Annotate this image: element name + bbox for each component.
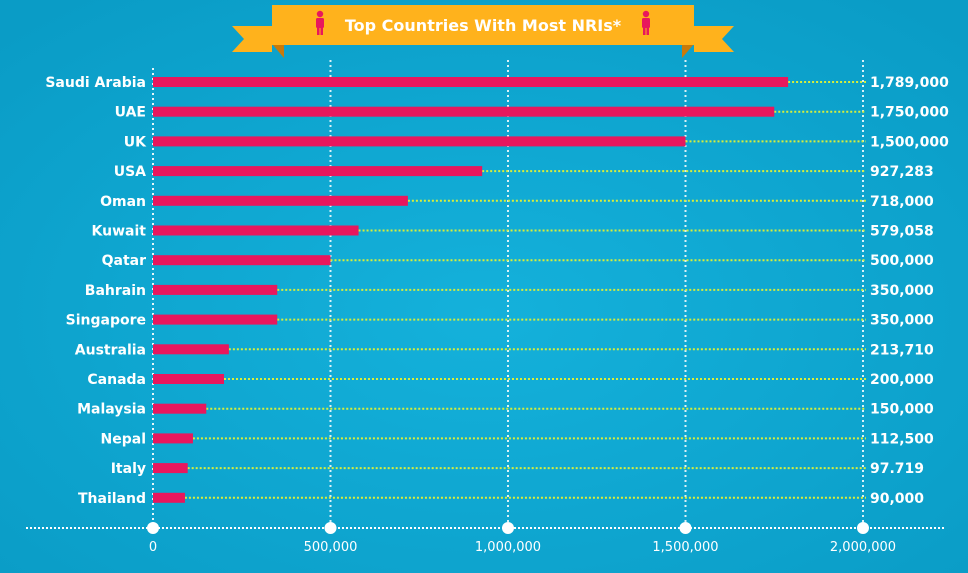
value-label: 1,789,000 [870,75,949,91]
x-tick-label: 1,500,000 [652,540,718,555]
bar [153,284,278,295]
category-label: Oman [100,194,146,210]
x-tick-label: 500,000 [304,540,358,555]
category-label: Canada [87,372,146,388]
title-banner: Top Countries With Most NRIs* [232,5,734,58]
category-label: Nepal [101,431,146,447]
value-label: 213,710 [870,342,934,358]
person-icon [316,10,324,35]
value-label: 350,000 [870,313,934,329]
bar [153,403,207,414]
banner-body [272,5,694,45]
category-label: USA [114,164,146,180]
x-tick-marker [857,522,869,534]
value-label: 350,000 [870,283,934,299]
bar [153,255,331,266]
bar [153,433,193,444]
x-tick-label: 0 [149,540,157,555]
bar [153,136,686,147]
bar [153,463,188,474]
value-label: 112,500 [870,431,934,447]
bar [153,195,408,206]
x-tick-marker [147,522,159,534]
value-label: 927,283 [870,164,934,180]
bar [153,225,359,236]
category-label: Australia [75,342,146,358]
banner-right-fold [682,44,694,58]
category-label: UK [124,134,147,150]
value-label: 718,000 [870,194,934,210]
banner-left-tail [232,26,272,52]
category-label: Saudi Arabia [45,75,146,91]
banner-left-fold [272,44,284,58]
bar [153,106,775,117]
value-label: 1,500,000 [870,134,949,150]
bar [153,166,483,177]
bar [153,492,185,503]
value-label: 500,000 [870,253,934,269]
x-tick-marker [679,522,692,534]
chart-title: Top Countries With Most NRIs* [345,16,622,35]
value-label: 90,000 [870,491,924,507]
person-icon [642,10,650,35]
x-tick-marker [502,522,514,534]
bar [153,77,789,87]
category-label: Malaysia [77,402,146,418]
value-label: 97.719 [870,461,924,477]
category-label: Thailand [78,491,146,507]
category-label: Qatar [102,253,146,269]
value-label: 1,750,000 [870,105,949,121]
category-label: Bahrain [85,283,146,299]
category-label: Kuwait [92,224,147,240]
category-label: UAE [115,105,146,121]
x-tick-marker [324,522,337,534]
bar [153,314,278,325]
value-label: 200,000 [870,372,934,388]
x-tick-label: 2,000,000 [830,540,896,555]
banner-right-tail [694,26,734,52]
bar [153,374,224,384]
value-label: 150,000 [870,402,934,418]
bar [153,344,229,355]
x-tick-label: 1,000,000 [475,540,541,555]
category-label: Italy [111,461,146,477]
category-label: Singapore [66,313,146,329]
value-label: 579,058 [870,224,934,240]
